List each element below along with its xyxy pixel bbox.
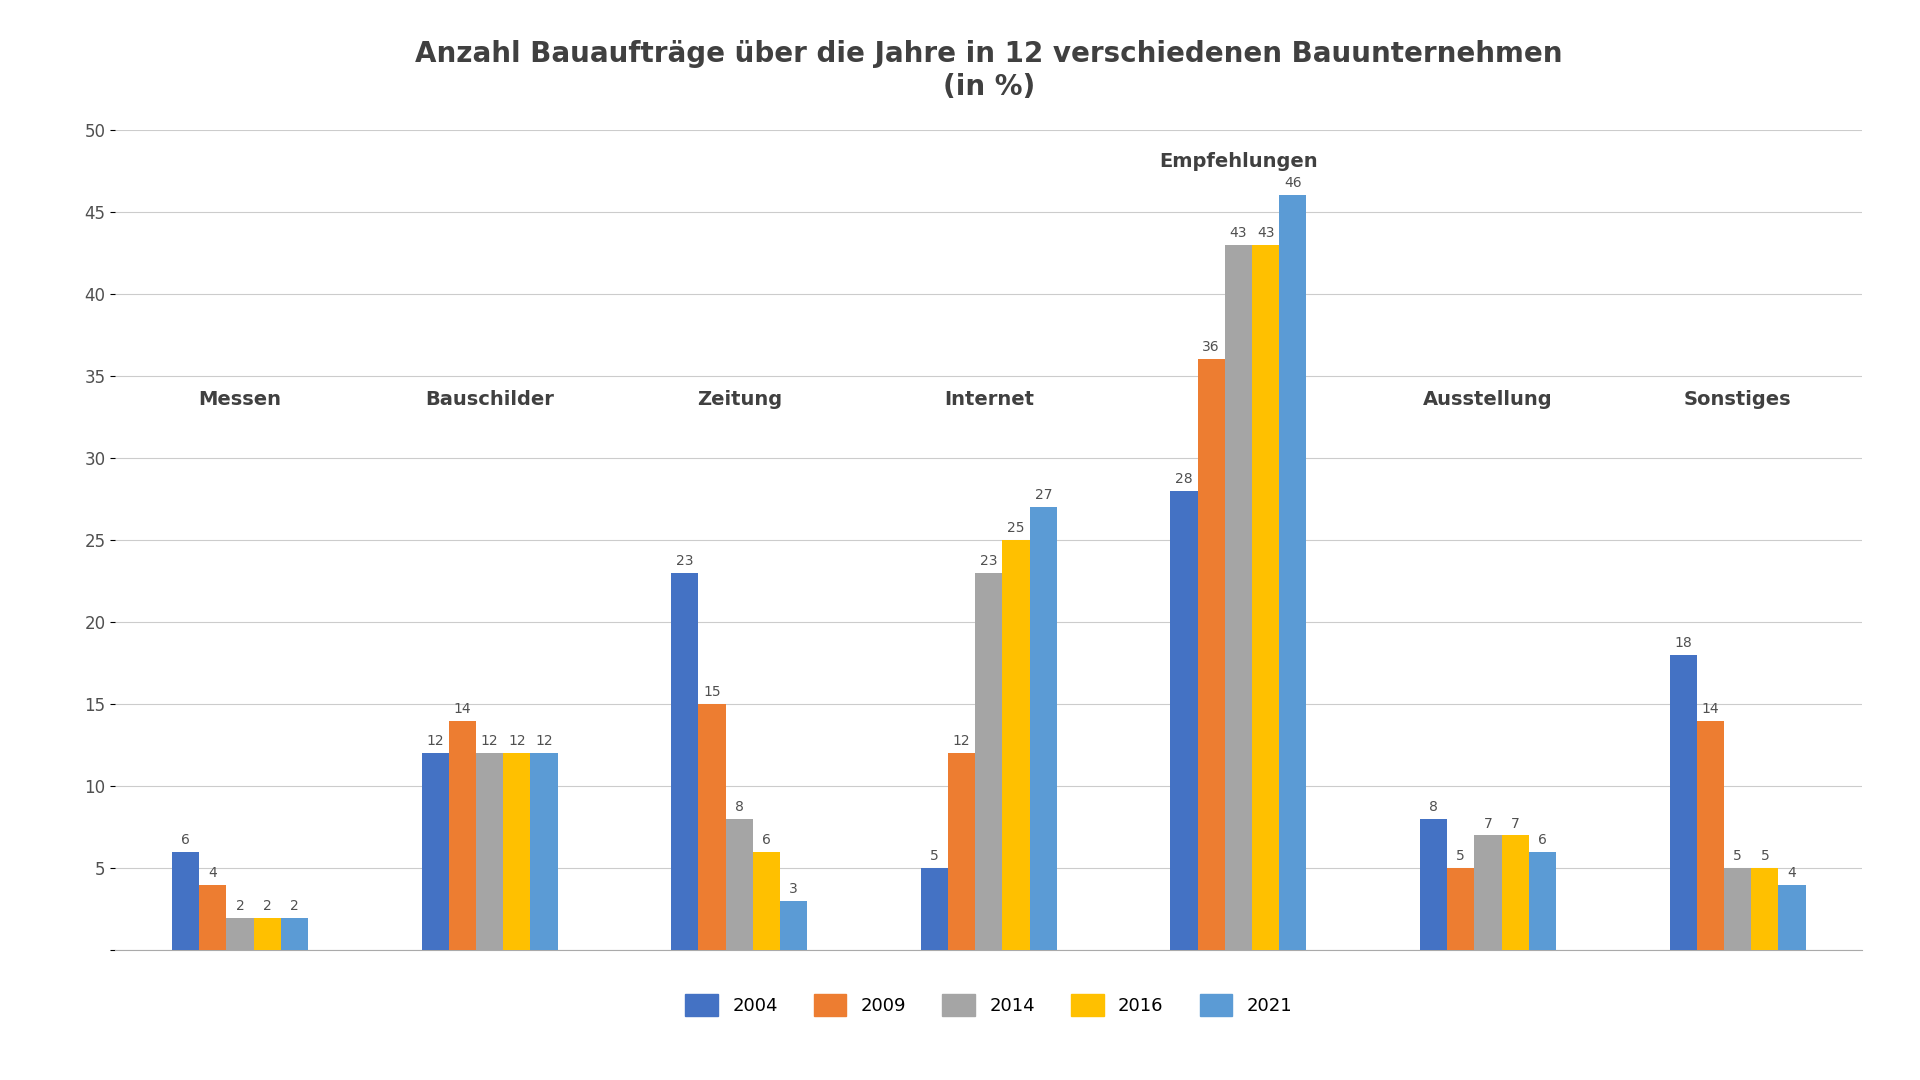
Text: Ausstellung: Ausstellung	[1423, 390, 1553, 408]
Bar	[1751, 868, 1778, 950]
Bar	[699, 704, 726, 950]
Text: Sonstiges: Sonstiges	[1684, 390, 1791, 408]
Bar	[227, 918, 253, 950]
Text: 23: 23	[979, 554, 998, 568]
Text: 18: 18	[1674, 636, 1692, 650]
Text: 12: 12	[426, 734, 444, 748]
Text: Bauschilder: Bauschilder	[424, 390, 555, 408]
Text: 2: 2	[236, 899, 244, 913]
Bar	[1724, 868, 1751, 950]
Text: 3: 3	[789, 882, 799, 896]
Text: 23: 23	[676, 554, 693, 568]
Text: 12: 12	[952, 734, 970, 748]
Text: 5: 5	[1457, 849, 1465, 863]
Text: Messen: Messen	[198, 390, 282, 408]
Text: 8: 8	[735, 800, 743, 814]
Text: 4: 4	[1788, 866, 1797, 880]
Text: 28: 28	[1175, 472, 1192, 486]
Bar	[922, 868, 948, 950]
Bar	[422, 754, 449, 950]
Text: 2: 2	[263, 899, 271, 913]
Bar	[1528, 852, 1555, 950]
Bar	[1475, 836, 1501, 950]
Bar	[1029, 508, 1056, 950]
Bar	[948, 754, 975, 950]
Bar	[726, 819, 753, 950]
Bar	[1501, 836, 1528, 950]
Bar	[503, 754, 530, 950]
Text: 15: 15	[703, 685, 720, 699]
Text: Empfehlungen: Empfehlungen	[1160, 151, 1317, 171]
Bar	[753, 852, 780, 950]
Bar	[1448, 868, 1475, 950]
Bar	[1198, 360, 1225, 950]
Bar	[1002, 540, 1029, 950]
Bar	[253, 918, 280, 950]
Bar	[1421, 819, 1448, 950]
Bar	[476, 754, 503, 950]
Bar	[780, 901, 806, 950]
Text: 2: 2	[290, 899, 300, 913]
Text: 43: 43	[1229, 226, 1248, 240]
Text: 5: 5	[929, 849, 939, 863]
Text: 12: 12	[509, 734, 526, 748]
Bar	[975, 572, 1002, 950]
Bar	[173, 852, 200, 950]
Text: Internet: Internet	[945, 390, 1033, 408]
Text: 12: 12	[536, 734, 553, 748]
Bar	[1225, 244, 1252, 950]
Legend: 2004, 2009, 2014, 2016, 2021: 2004, 2009, 2014, 2016, 2021	[678, 987, 1300, 1024]
Bar	[200, 885, 227, 950]
Bar	[1171, 490, 1198, 950]
Bar	[672, 572, 699, 950]
Text: 5: 5	[1734, 849, 1741, 863]
Text: 4: 4	[209, 866, 217, 880]
Bar	[1279, 195, 1306, 950]
Text: 46: 46	[1284, 176, 1302, 190]
Text: 6: 6	[1538, 833, 1548, 847]
Text: 14: 14	[453, 702, 470, 716]
Bar	[1778, 885, 1805, 950]
Text: 7: 7	[1511, 816, 1519, 831]
Bar	[280, 918, 307, 950]
Bar	[1252, 244, 1279, 950]
Text: 25: 25	[1008, 521, 1025, 535]
Text: 6: 6	[180, 833, 190, 847]
Text: 5: 5	[1761, 849, 1768, 863]
Bar	[530, 754, 557, 950]
Text: 7: 7	[1484, 816, 1492, 831]
Text: 14: 14	[1701, 702, 1718, 716]
Text: 36: 36	[1202, 340, 1219, 354]
Text: 8: 8	[1428, 800, 1438, 814]
Text: 43: 43	[1258, 226, 1275, 240]
Bar	[1697, 720, 1724, 950]
Text: 6: 6	[762, 833, 770, 847]
Text: 12: 12	[480, 734, 499, 748]
Text: Zeitung: Zeitung	[697, 390, 781, 408]
Bar	[449, 720, 476, 950]
Title: Anzahl Bauaufträge über die Jahre in 12 verschiedenen Bauunternehmen
(in %): Anzahl Bauaufträge über die Jahre in 12 …	[415, 40, 1563, 100]
Bar	[1670, 654, 1697, 950]
Text: 27: 27	[1035, 488, 1052, 502]
